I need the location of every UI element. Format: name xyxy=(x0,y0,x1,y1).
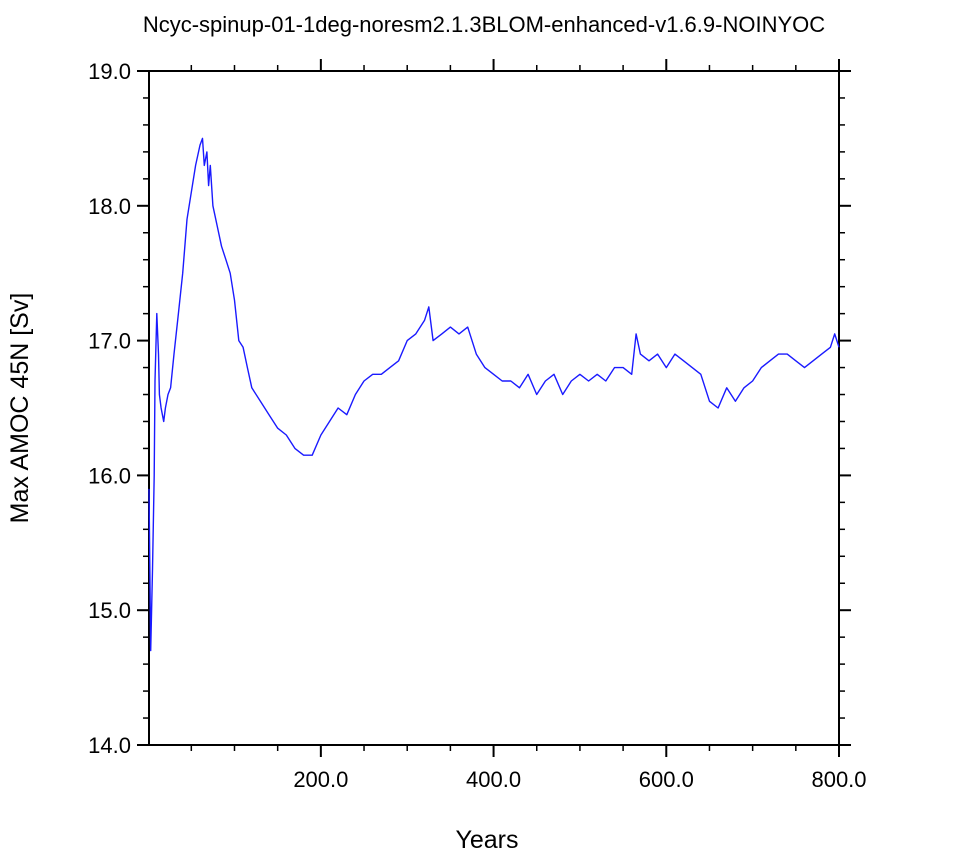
x-axis-label: Years xyxy=(455,826,518,854)
y-tick-label: 17.0 xyxy=(88,329,131,354)
minor-ticks xyxy=(143,65,845,751)
y-axis-label: Max AMOC 45N [Sv] xyxy=(6,293,34,524)
x-tick-label: 400.0 xyxy=(466,767,521,792)
y-tick-label: 15.0 xyxy=(88,598,131,623)
plot-frame xyxy=(148,70,840,746)
major-ticks xyxy=(137,59,851,757)
x-tick-label: 800.0 xyxy=(811,767,866,792)
x-tick-labels: 200.0 400.0 600.0 800.0 xyxy=(293,767,866,792)
y-tick-label: 16.0 xyxy=(88,463,131,488)
y-tick-labels: 14.0 15.0 16.0 17.0 18.0 19.0 xyxy=(88,59,131,758)
y-tick-label: 18.0 xyxy=(88,194,131,219)
x-tick-label: 600.0 xyxy=(639,767,694,792)
y-tick-label: 14.0 xyxy=(88,733,131,758)
x-tick-label: 200.0 xyxy=(293,767,348,792)
y-tick-label: 19.0 xyxy=(88,59,131,84)
chart-title: Ncyc-spinup-01-1deg-noresm2.1.3BLOM-enha… xyxy=(143,12,825,37)
amoc-series-line xyxy=(148,137,840,652)
